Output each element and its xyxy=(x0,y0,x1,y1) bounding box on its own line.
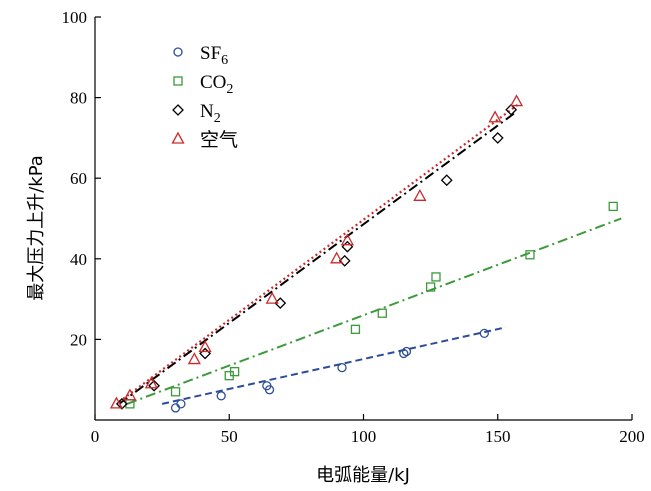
legend-marker-series-0 xyxy=(173,47,183,57)
y-tick-label: 80 xyxy=(70,89,87,108)
x-tick-label: 150 xyxy=(485,427,511,446)
y-tick-label: 100 xyxy=(62,8,88,27)
data-point-series-3 xyxy=(187,352,201,365)
data-point-series-0 xyxy=(479,328,489,339)
data-point-series-3 xyxy=(265,291,279,304)
data-point-series-0 xyxy=(216,391,226,401)
data-point-series-0 xyxy=(401,346,412,357)
data-point-series-3 xyxy=(330,251,344,264)
y-tick-label: 40 xyxy=(70,250,87,269)
data-point-series-1 xyxy=(377,308,387,318)
legend-label-series-0: SF6 xyxy=(200,43,228,68)
data-point-series-1 xyxy=(525,250,535,260)
y-tick-label: 20 xyxy=(70,330,87,349)
legend-label-series-2: N2 xyxy=(200,101,221,126)
fit-line-series-1 xyxy=(126,217,622,405)
data-point-series-2 xyxy=(199,347,212,360)
data-point-series-1 xyxy=(170,387,181,397)
x-tick-label: 0 xyxy=(91,427,100,446)
data-point-series-2 xyxy=(440,174,453,187)
x-tick-label: 50 xyxy=(221,427,238,446)
legend-marker-series-1 xyxy=(173,76,183,86)
y-axis-title: 最大压力上升/kPa xyxy=(26,155,47,301)
fit-line-series-0 xyxy=(161,326,507,405)
data-point-series-3 xyxy=(144,376,158,389)
data-point-series-0 xyxy=(337,362,347,373)
legend-label-series-3: 空气 xyxy=(200,129,238,151)
legend-marker-series-2 xyxy=(172,104,184,116)
data-point-series-3 xyxy=(123,388,137,401)
fit-line-series-2 xyxy=(118,110,518,405)
data-point-series-1 xyxy=(608,201,618,212)
data-point-series-3 xyxy=(509,94,524,107)
x-axis-title: 电弧能量/kJ xyxy=(316,465,410,486)
x-tick-label: 100 xyxy=(351,427,377,446)
data-point-series-1 xyxy=(431,272,441,282)
legend-marker-series-3 xyxy=(171,131,185,144)
legend-label-series-1: CO2 xyxy=(200,72,233,97)
data-point-series-2 xyxy=(505,103,518,116)
data-point-series-0 xyxy=(176,399,186,409)
data-point-series-0 xyxy=(264,385,275,395)
data-point-series-3 xyxy=(340,233,354,246)
data-point-series-3 xyxy=(198,340,212,353)
data-point-series-2 xyxy=(491,131,504,144)
data-point-series-1 xyxy=(425,282,436,292)
data-point-series-3 xyxy=(109,396,124,409)
data-point-series-1 xyxy=(350,324,361,334)
data-point-series-1 xyxy=(229,366,240,377)
data-point-series-2 xyxy=(341,240,354,253)
fit-line-series-3 xyxy=(118,102,520,403)
data-point-series-2 xyxy=(148,379,160,392)
data-point-series-3 xyxy=(488,110,502,123)
data-point-series-2 xyxy=(338,254,351,267)
data-point-series-0 xyxy=(399,348,409,359)
data-point-series-3 xyxy=(413,188,427,201)
x-tick-label: 200 xyxy=(619,427,645,446)
data-point-series-0 xyxy=(170,403,181,413)
y-tick-label: 60 xyxy=(70,169,87,188)
